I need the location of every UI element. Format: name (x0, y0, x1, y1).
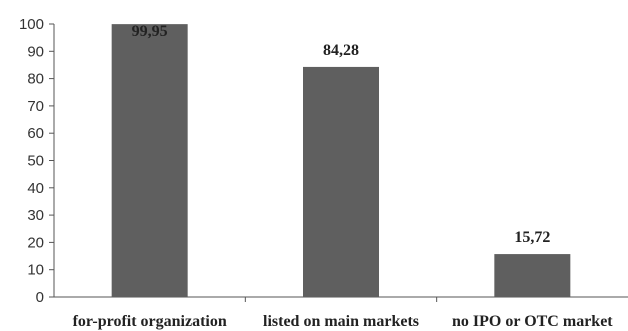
y-tick-label: 20 (27, 234, 44, 251)
data-label: 99,95 (132, 23, 168, 40)
bar (494, 254, 570, 297)
bar (303, 67, 379, 297)
y-tick-label: 30 (27, 207, 44, 224)
y-tick-label: 80 (27, 71, 44, 88)
y-tick-label: 0 (36, 289, 44, 306)
y-tick-label: 60 (27, 125, 44, 142)
y-tick-label: 70 (27, 98, 44, 115)
data-label: 84,28 (323, 42, 359, 59)
y-tick-label: 50 (27, 153, 44, 170)
data-label: 15,72 (514, 229, 550, 246)
x-category-label: no IPO or OTC market (452, 313, 613, 330)
y-tick-label: 10 (27, 262, 44, 279)
bar (112, 24, 188, 297)
y-tick-label: 100 (19, 16, 44, 33)
x-category-label: for-profit organization (73, 313, 227, 330)
x-category-label: listed on main markets (263, 313, 419, 330)
y-tick-label: 40 (27, 180, 44, 197)
y-tick-label: 90 (27, 43, 44, 60)
